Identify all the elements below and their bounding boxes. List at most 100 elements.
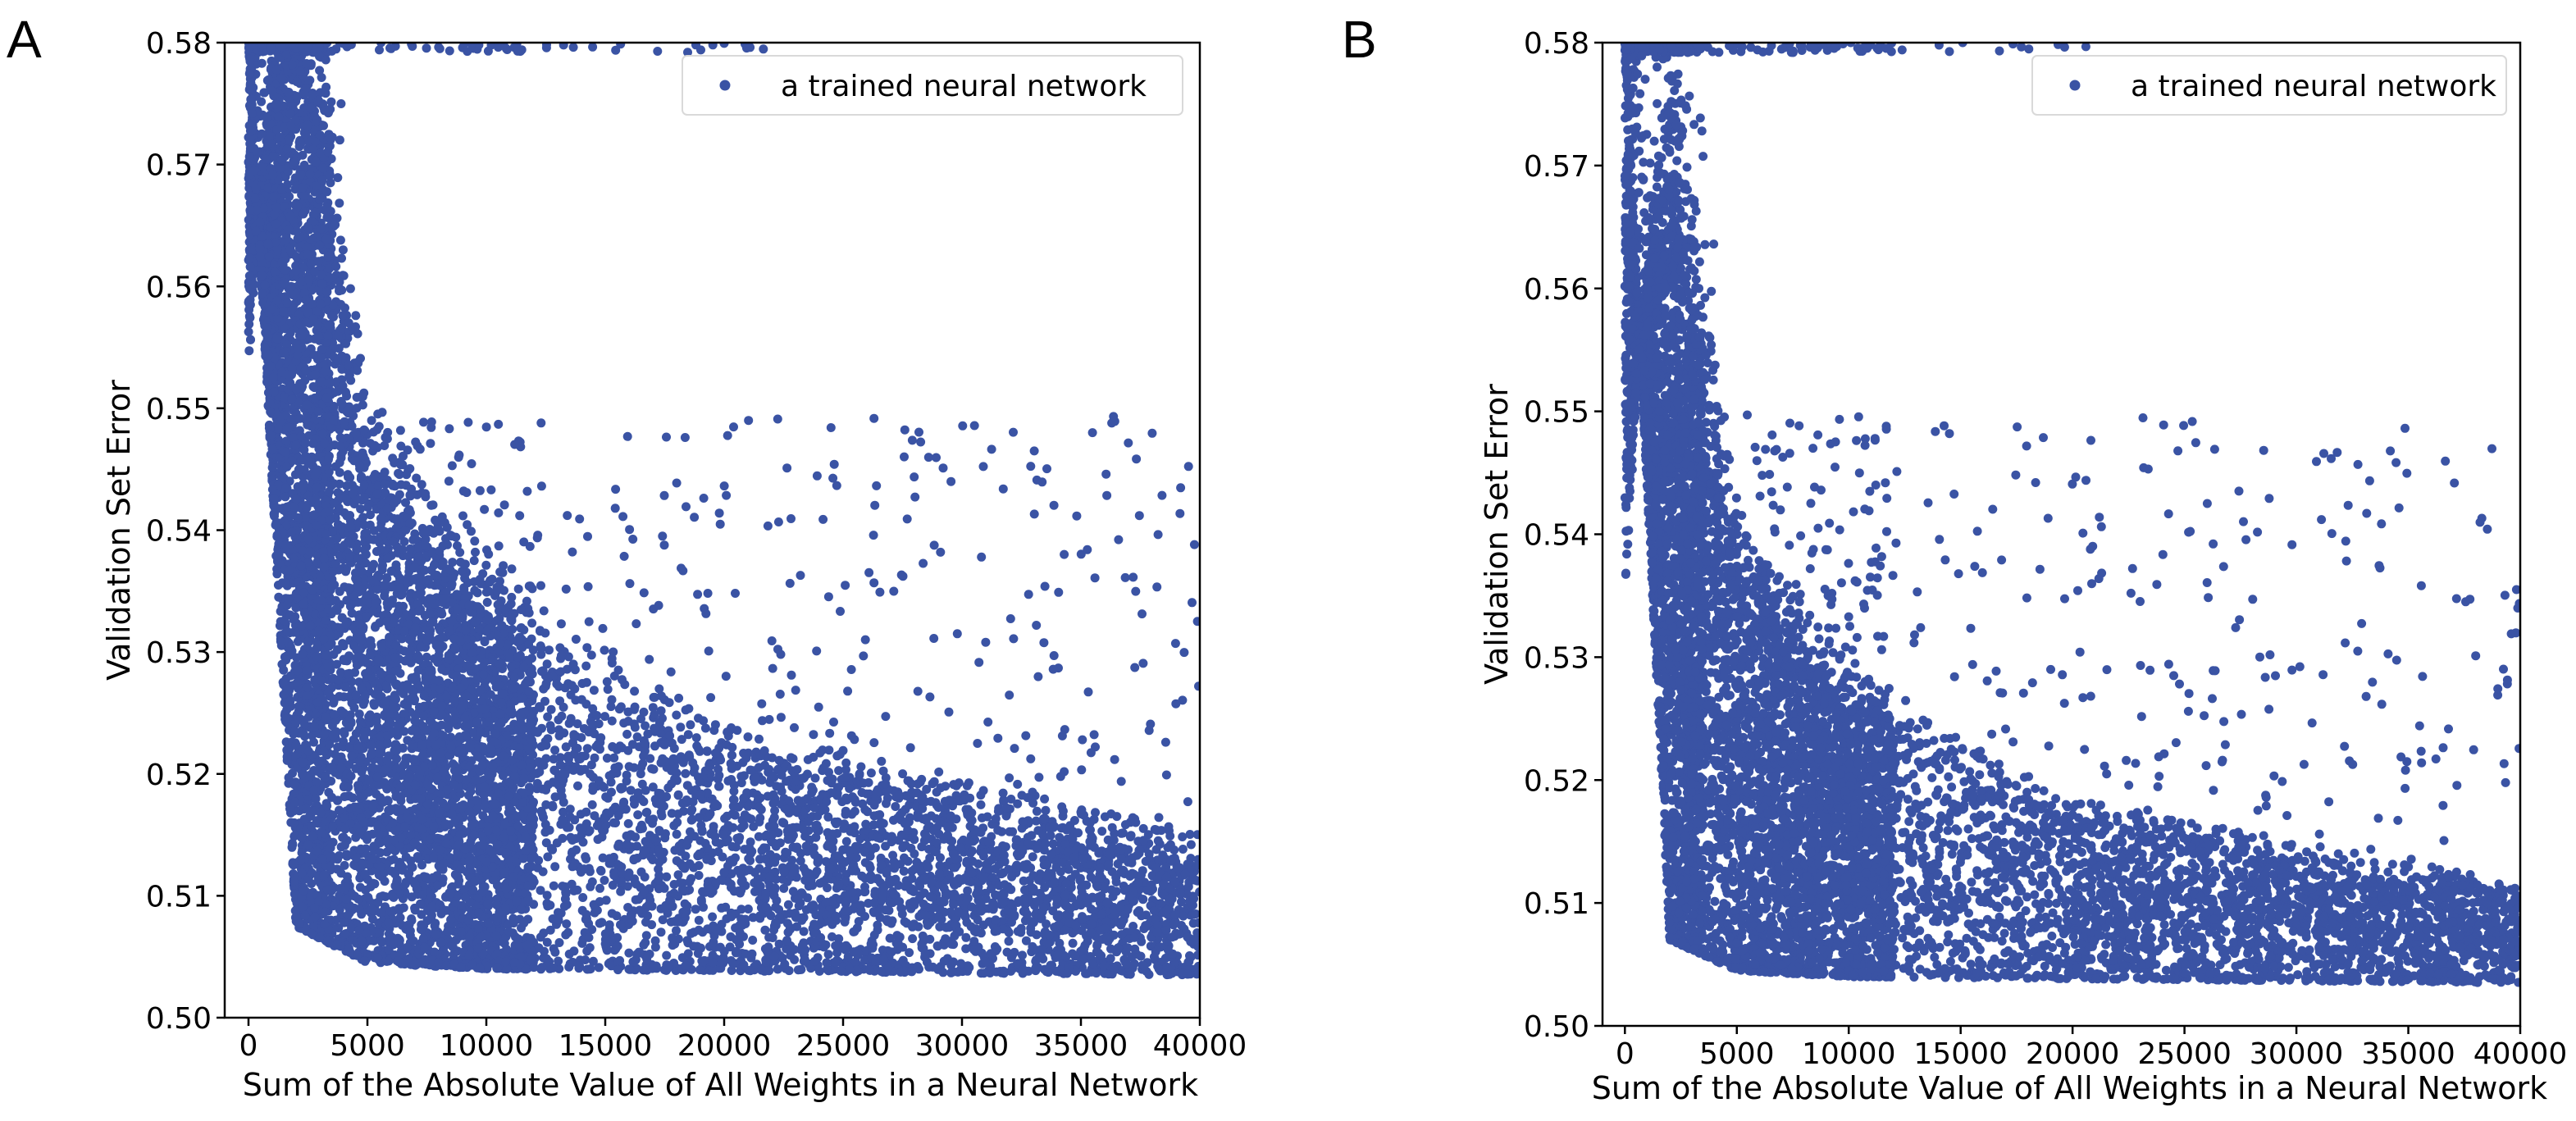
scatter-point — [885, 933, 895, 943]
scatter-point — [513, 584, 523, 594]
scatter-point — [447, 461, 457, 471]
scatter-point — [877, 756, 887, 766]
scatter-point — [582, 744, 592, 754]
scatter-point — [1160, 737, 1170, 747]
scatter-point — [1010, 744, 1019, 754]
scatter-point — [471, 547, 480, 557]
scatter-point — [1161, 770, 1171, 780]
scatter-point — [843, 686, 853, 696]
scatter-point — [825, 728, 835, 738]
scatter-point — [938, 463, 948, 473]
scatter-point — [1021, 936, 1031, 946]
scatter-point — [1005, 690, 1014, 700]
scatter-point — [929, 540, 939, 550]
scatter-point — [635, 905, 645, 915]
scatter-point — [1185, 830, 1195, 839]
scatter-point — [1028, 798, 1038, 808]
scatter-point — [345, 284, 355, 294]
scatter-point — [563, 511, 572, 521]
scatter-point — [830, 957, 840, 967]
scatter-point — [916, 437, 926, 447]
scatter-point — [1024, 590, 1033, 599]
scatter-point — [1028, 852, 1037, 862]
scatter-point — [693, 590, 703, 599]
scatter-point — [396, 460, 406, 470]
scatter-point — [467, 459, 476, 468]
scatter-point — [1118, 828, 1128, 838]
scatter-points — [244, 43, 1200, 980]
scatter-point — [586, 760, 596, 770]
scatter-point — [507, 564, 517, 574]
scatter-point — [244, 327, 253, 337]
scatter-point — [845, 784, 855, 793]
scatter-point — [367, 416, 376, 426]
scatter-point — [902, 514, 912, 524]
scatter-point — [1170, 639, 1180, 649]
scatter-point — [562, 919, 572, 929]
scatter-point — [660, 833, 670, 843]
scatter-point — [713, 774, 723, 784]
scatter-point — [380, 467, 390, 477]
scatter-point — [622, 729, 632, 739]
scatter-point — [691, 733, 701, 743]
scatter-point — [1154, 813, 1164, 823]
scatter-point — [380, 877, 390, 886]
scatter-point — [872, 481, 882, 490]
scatter-point — [419, 417, 428, 427]
scatter-point — [587, 877, 597, 886]
scatter-point — [636, 867, 646, 877]
scatter-point — [744, 416, 754, 426]
scatter-point — [978, 786, 988, 795]
panel-letter-b: B — [1342, 10, 1377, 69]
scatter-point — [944, 707, 954, 717]
scatter-point — [356, 504, 366, 514]
scatter-point — [981, 637, 991, 647]
scatter-point — [779, 883, 789, 893]
scatter-point — [1049, 651, 1059, 660]
scatter-point — [913, 686, 923, 696]
scatter-point — [445, 46, 454, 56]
scatter-point — [952, 629, 962, 639]
scatter-point — [914, 427, 923, 437]
scatter-point — [568, 43, 578, 52]
scatter-point — [1131, 586, 1141, 596]
scatter-point — [694, 915, 704, 925]
scatter-point — [481, 422, 491, 432]
scatter-point — [699, 494, 709, 503]
scatter-point — [539, 606, 549, 616]
scatter-point — [736, 823, 746, 833]
scatter-point — [335, 198, 344, 208]
scatter-point — [786, 514, 796, 523]
scatter-point — [622, 882, 632, 891]
scatter-point — [417, 480, 426, 490]
scatter-point — [900, 452, 909, 462]
scatter-point — [686, 720, 695, 730]
scatter-point — [1178, 845, 1188, 854]
scatter-point — [571, 635, 581, 644]
scatter-point — [969, 421, 979, 431]
scatter-point — [1186, 840, 1196, 850]
scatter-point — [386, 43, 396, 53]
scatter-point — [964, 778, 973, 788]
scatter-point — [338, 245, 348, 255]
scatter-point — [925, 692, 935, 702]
scatter-point — [1112, 812, 1122, 822]
scatter-point — [908, 934, 918, 944]
scatter-point — [1087, 428, 1097, 438]
scatter-point — [669, 888, 679, 898]
scatter-point — [538, 867, 548, 877]
scatter-point — [796, 571, 805, 581]
scatter-point — [905, 800, 914, 809]
scatter-point — [626, 786, 636, 795]
scatter-point — [600, 712, 609, 722]
scatter-point — [650, 741, 659, 751]
scatter-point — [708, 912, 718, 922]
scatter-point — [695, 836, 705, 845]
scatter-point — [907, 435, 917, 445]
scatter-point — [763, 521, 773, 531]
scatter-point — [495, 576, 504, 586]
scatter-point — [1138, 609, 1147, 619]
scatter-point — [358, 400, 367, 410]
scatter-point — [993, 733, 1003, 743]
